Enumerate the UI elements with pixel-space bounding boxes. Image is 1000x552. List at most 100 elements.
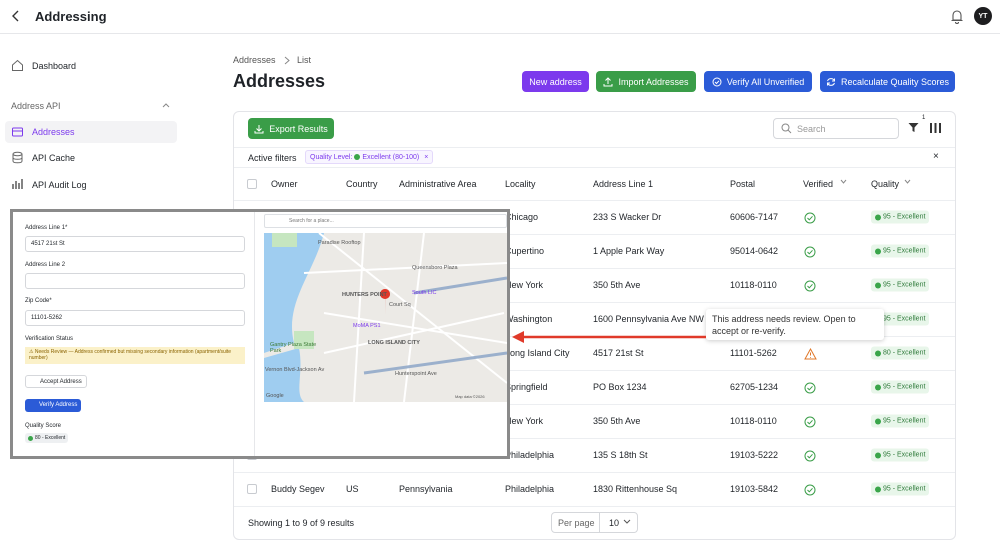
address2-input[interactable] bbox=[25, 273, 245, 289]
icon bbox=[826, 77, 835, 86]
status-message: ⚠ Needs Review — Address confirmed but m… bbox=[25, 347, 245, 364]
verify-all-button[interactable]: Verify All Unverified bbox=[704, 71, 812, 92]
verified-icon bbox=[804, 211, 816, 229]
cell-postal: 19103-5222 bbox=[730, 450, 779, 460]
cell-address: 1600 Pennsylvania Ave NW bbox=[593, 314, 704, 324]
verified-icon bbox=[804, 381, 816, 399]
quality-label: 95 - Excellent bbox=[883, 213, 926, 221]
breadcrumb[interactable]: Addresses bbox=[233, 55, 276, 65]
icon bbox=[254, 124, 264, 133]
column-header[interactable]: Verified bbox=[803, 179, 834, 189]
divider bbox=[254, 212, 255, 456]
cell-address: 1830 Rittenhouse Sq bbox=[593, 484, 678, 494]
per-page-value: 10 bbox=[609, 518, 620, 528]
nav-audit[interactable]: API Audit Log bbox=[32, 180, 87, 190]
new-button[interactable]: New address bbox=[522, 71, 589, 92]
import-button[interactable]: Import Addresses bbox=[596, 71, 696, 92]
green-dot bbox=[875, 214, 881, 220]
map-search-placeholder: Search for a place... bbox=[289, 218, 334, 224]
label: Import Addresses bbox=[618, 76, 689, 87]
field-label: Verification Status bbox=[25, 336, 74, 342]
filter-icon[interactable] bbox=[908, 122, 919, 133]
checkbox[interactable] bbox=[247, 484, 257, 494]
filter-chip[interactable]: Quality Level: Excellent (80-100) × bbox=[305, 150, 434, 164]
quality-badge: 95 - Excellent bbox=[871, 210, 930, 224]
map[interactable] bbox=[264, 233, 507, 402]
back-icon[interactable] bbox=[10, 10, 22, 22]
quality-label: 95 - Excellent bbox=[883, 485, 926, 493]
row-divider bbox=[234, 268, 955, 269]
map-label: Vernon Blvd-Jackson Av bbox=[265, 367, 325, 373]
field-label: Address Line 2 bbox=[25, 262, 66, 268]
callout-arrow bbox=[512, 331, 706, 343]
quality-badge: 80 - Excellent bbox=[25, 433, 69, 443]
column-header[interactable]: Address Line 1 bbox=[593, 179, 654, 189]
verified-icon bbox=[804, 415, 816, 433]
field-label: Address Line 1* bbox=[25, 225, 68, 231]
verified-icon bbox=[804, 245, 816, 263]
quality-badge: 95 - Excellent bbox=[871, 278, 930, 292]
collapse-icon[interactable] bbox=[162, 102, 170, 108]
column-header[interactable]: Quality bbox=[871, 179, 900, 189]
app-title: Addressing bbox=[35, 9, 107, 24]
nav-dashboard[interactable]: Dashboard bbox=[32, 61, 77, 71]
breadcrumb: List bbox=[297, 55, 312, 65]
home-icon bbox=[12, 59, 23, 71]
recalculate-button[interactable]: Recalculate Quality Scores bbox=[820, 71, 955, 92]
cell-postal: 10118-0110 bbox=[730, 416, 777, 426]
verified-icon bbox=[804, 449, 816, 467]
nav-icon bbox=[12, 151, 23, 164]
label: Verify Address bbox=[39, 402, 78, 408]
cell-country: US bbox=[346, 484, 359, 494]
map-search[interactable] bbox=[264, 214, 507, 228]
verify-button[interactable]: Verify Address bbox=[25, 399, 82, 412]
map-label: LONG ISLAND CITY bbox=[368, 340, 420, 346]
address1-input[interactable]: 4517 21st St bbox=[25, 236, 245, 252]
clear-filters[interactable]: × bbox=[933, 151, 939, 162]
cell-area: Pennsylvania bbox=[399, 484, 453, 494]
row-divider bbox=[234, 234, 955, 235]
cell-locality: New York bbox=[505, 280, 544, 290]
bell-icon[interactable] bbox=[950, 9, 964, 24]
cell-locality: Washington bbox=[505, 314, 553, 324]
search-placeholder: Search bbox=[797, 124, 826, 134]
per-page-select[interactable] bbox=[551, 512, 638, 533]
nav-cache[interactable]: API Cache bbox=[32, 153, 76, 163]
green-dot bbox=[28, 435, 33, 441]
columns-icon[interactable] bbox=[930, 123, 941, 133]
verified-icon bbox=[804, 347, 817, 365]
green-dot bbox=[875, 282, 881, 288]
sort-icon bbox=[904, 179, 911, 186]
cell-address: 135 S 18th St bbox=[593, 450, 648, 460]
quality-badge: 95 - Excellent bbox=[871, 380, 930, 394]
export-button[interactable]: Export Results bbox=[248, 118, 334, 139]
verified-icon bbox=[804, 279, 816, 297]
green-dot bbox=[875, 248, 881, 254]
checkbox[interactable] bbox=[247, 179, 257, 189]
icon bbox=[712, 77, 722, 86]
cell-postal: 10118-0110 bbox=[730, 280, 777, 290]
cell-locality: Philadelphia bbox=[505, 484, 555, 494]
chip-close[interactable]: × bbox=[424, 153, 429, 161]
green-dot bbox=[875, 350, 881, 356]
label: New address bbox=[529, 76, 582, 87]
avatar[interactable]: YT bbox=[974, 7, 992, 25]
column-header[interactable]: Postal bbox=[730, 179, 756, 189]
filter-count: 1 bbox=[922, 115, 926, 121]
column-header[interactable]: Country bbox=[346, 179, 378, 189]
zip-input[interactable]: 11101-5262 bbox=[25, 310, 245, 326]
cell-address: 350 5th Ave bbox=[593, 280, 641, 290]
accept-button[interactable]: Accept Address bbox=[25, 375, 87, 388]
cell-locality: Springfield bbox=[505, 382, 548, 392]
cell-address: 4517 21st St bbox=[593, 348, 644, 358]
map-label: MoMA PS1 bbox=[353, 323, 381, 329]
column-header[interactable]: Administrative Area bbox=[399, 179, 477, 189]
column-header[interactable]: Locality bbox=[505, 179, 536, 189]
cell-postal: 62705-1234 bbox=[730, 382, 779, 392]
search-box[interactable] bbox=[773, 118, 899, 139]
nav-addresses[interactable]: Addresses bbox=[32, 127, 75, 137]
column-header[interactable]: Owner bbox=[271, 179, 298, 189]
row-divider bbox=[234, 404, 955, 405]
map-label: Gantry Plaza State Park bbox=[270, 342, 317, 354]
quality-badge: 95 - Excellent bbox=[871, 244, 930, 258]
